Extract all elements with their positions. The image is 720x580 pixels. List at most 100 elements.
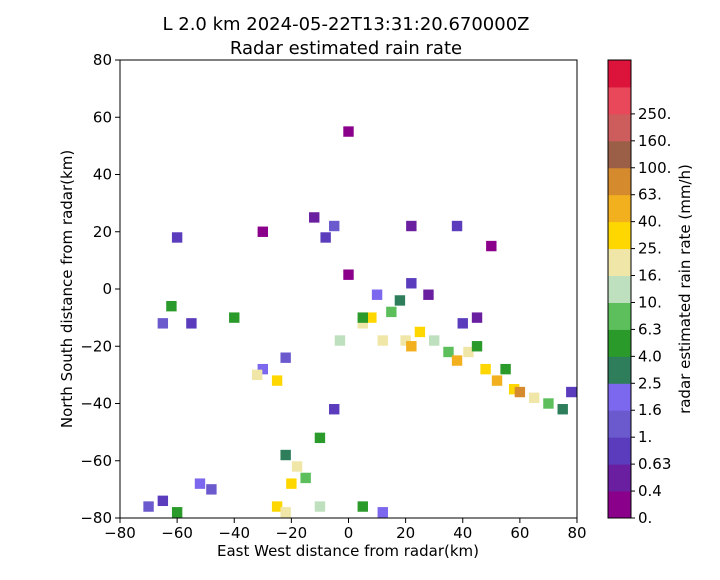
colorbar-swatch <box>608 491 631 519</box>
rain-cell <box>471 312 483 323</box>
rain-cell <box>271 501 283 512</box>
rain-cell <box>157 318 169 329</box>
colorbar-swatch <box>608 275 631 303</box>
rain-cell <box>457 318 468 329</box>
rain-cell <box>528 392 540 403</box>
colorbar-tick-label: 1.6 <box>638 401 662 419</box>
colorbar-swatch <box>608 383 631 411</box>
colorbar-swatch <box>608 86 631 115</box>
rain-cell <box>377 507 388 518</box>
rain-cell <box>280 507 291 518</box>
colorbar-tick-label: 1. <box>638 428 652 446</box>
rain-cell <box>423 289 434 300</box>
colorbar-label: radar estimated rain rate (mm/h) <box>676 164 694 414</box>
rain-cell <box>557 404 568 415</box>
rain-cell <box>414 326 426 338</box>
x-tick-label: 80 <box>567 524 586 542</box>
rain-cell <box>357 318 368 329</box>
rain-cell <box>406 341 417 352</box>
y-axis-label: North South distance from radar(km) <box>58 150 76 428</box>
x-axis-label: East West distance from radar(km) <box>217 542 479 560</box>
rain-cell <box>386 306 397 318</box>
colorbar-swatch <box>608 60 631 88</box>
rain-cell <box>471 341 483 352</box>
rain-cell <box>366 312 377 323</box>
rain-cell <box>343 269 354 280</box>
rain-cell <box>171 232 183 243</box>
x-tick-label: 40 <box>453 524 472 542</box>
rain-cell <box>428 335 440 346</box>
rain-cell <box>166 300 177 312</box>
colorbar-swatch <box>608 167 631 196</box>
x-tick-label: −60 <box>161 524 193 542</box>
colorbar-tick-label: 40. <box>638 213 662 231</box>
rain-cell <box>280 449 291 461</box>
rain-cell <box>371 289 383 300</box>
rain-cell <box>443 346 454 358</box>
rain-cell <box>406 220 417 232</box>
rain-cell <box>357 501 368 512</box>
rain-cell <box>186 318 197 329</box>
rain-cell <box>300 472 311 484</box>
colorbar: 0. 0.4 0.63 1. 1.6 2.5 4.0 6.3 10. 16. 25. 40. 63. 10… <box>607 59 671 527</box>
x-tick-label: 20 <box>396 524 415 542</box>
colorbar-tick-label: 63. <box>638 186 662 204</box>
colorbar-swatch <box>608 248 631 277</box>
rain-cell <box>514 386 526 398</box>
rain-cell <box>271 375 283 386</box>
rain-cell <box>491 375 503 386</box>
rain-cell <box>357 312 368 323</box>
y-tick-label: 80 <box>93 51 112 69</box>
rain-cell <box>320 232 331 243</box>
x-tick-label: −20 <box>276 524 308 542</box>
colorbar-tick-label: 0.63 <box>638 455 671 473</box>
x-tick-label: 60 <box>510 524 529 542</box>
rain-cell <box>486 240 497 252</box>
rain-cell <box>343 126 354 137</box>
rain-rate-cells <box>143 126 577 518</box>
colorbar-frame <box>607 59 632 519</box>
y-tick-label: 20 <box>93 223 112 241</box>
colorbar-tick-label: 250. <box>638 105 671 123</box>
rain-cell <box>543 398 554 409</box>
rain-cell <box>171 507 183 518</box>
colorbar-tick-label: 16. <box>638 267 662 285</box>
y-tick-label: 60 <box>93 108 112 126</box>
colorbar-swatch <box>608 194 631 223</box>
y-tick-label: −40 <box>80 395 112 413</box>
rain-cell <box>314 501 326 512</box>
colorbar-swatch <box>608 464 631 492</box>
rain-cell <box>406 278 417 289</box>
colorbar-tick-label: 160. <box>638 132 671 150</box>
rain-cell <box>394 295 406 306</box>
colorbar-swatch <box>608 410 631 438</box>
colorbar-swatch <box>608 221 631 250</box>
rain-cell <box>500 363 511 375</box>
rain-cell <box>329 404 340 415</box>
rain-cell <box>257 363 269 375</box>
colorbar-swatch <box>608 329 631 357</box>
rain-cell <box>194 478 206 489</box>
x-axis: −80 −60 −40 −20 0 20 40 60 80 <box>104 518 587 542</box>
colorbar-swatch <box>608 302 631 330</box>
y-tick-label: 40 <box>93 166 112 184</box>
colorbar-swatch <box>608 113 631 142</box>
rain-cell <box>309 212 320 223</box>
rain-cell <box>291 461 303 472</box>
x-tick-label: −40 <box>218 524 250 542</box>
rain-cell <box>143 501 154 512</box>
rain-cell <box>480 363 491 375</box>
colorbar-tick-label: 0. <box>638 509 652 527</box>
chart-subtitle: Radar estimated rain rate <box>230 38 462 59</box>
colorbar-tick-label: 2.5 <box>638 374 662 392</box>
x-tick-label: −80 <box>104 524 136 542</box>
rain-cell <box>400 335 411 346</box>
colorbar-swatch <box>608 140 631 169</box>
colorbar-tick-label: 6.3 <box>638 320 662 338</box>
colorbar-swatch <box>608 437 631 465</box>
y-tick-label: −60 <box>80 452 112 470</box>
colorbar-tick-label: 4.0 <box>638 347 662 365</box>
x-tick-label: 0 <box>344 524 354 542</box>
